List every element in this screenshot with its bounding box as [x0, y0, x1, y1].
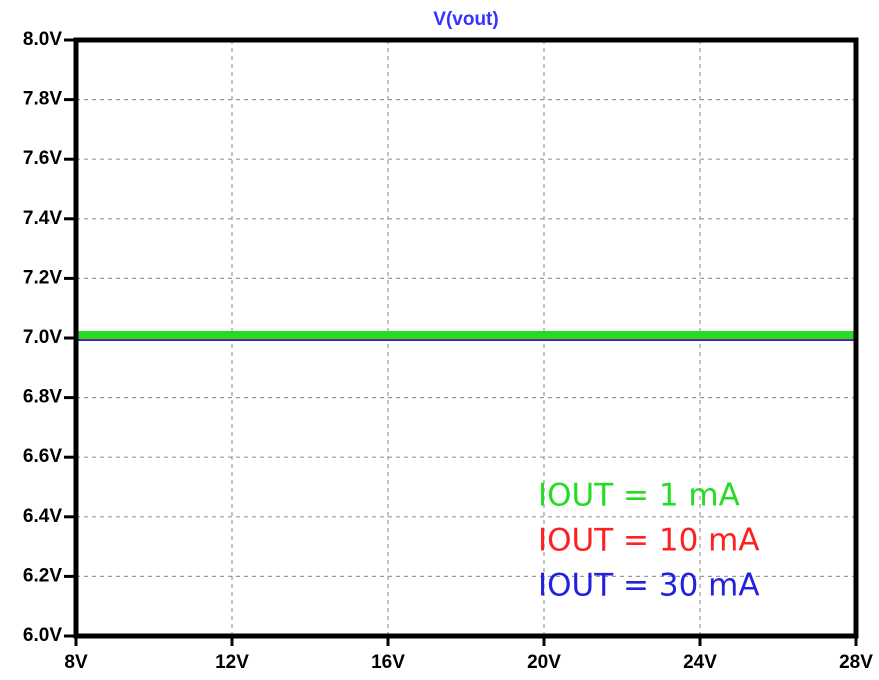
y-tick-label: 6.4V	[23, 506, 62, 527]
x-tick-label: 16V	[371, 652, 405, 673]
y-tick-label: 7.8V	[23, 89, 62, 110]
plot-frame	[73, 37, 859, 639]
legend-label: IOUT = 30 mA	[538, 568, 760, 604]
x-tick-label: 12V	[215, 652, 249, 673]
y-tick-label: 8.0V	[23, 29, 62, 50]
legend-label: IOUT = 10 mA	[538, 523, 760, 559]
y-tick-label: 7.4V	[23, 208, 62, 229]
y-tick-label: 7.0V	[23, 327, 62, 348]
x-tick-label: 24V	[683, 652, 717, 673]
y-tick-label: 6.0V	[23, 625, 62, 646]
x-tick-label: 8V	[64, 652, 88, 673]
y-tick-label: 6.8V	[23, 387, 62, 408]
y-tick-label: 7.6V	[23, 148, 62, 169]
y-tick-label: 7.2V	[23, 267, 62, 288]
y-tick-label: 6.2V	[23, 565, 62, 586]
x-tick-label: 20V	[527, 652, 561, 673]
x-tick-label: 28V	[839, 652, 873, 673]
y-tick-label: 6.6V	[23, 446, 62, 467]
legend-label: IOUT = 1 mA	[538, 478, 740, 514]
chart-title: V(vout)	[433, 9, 498, 30]
